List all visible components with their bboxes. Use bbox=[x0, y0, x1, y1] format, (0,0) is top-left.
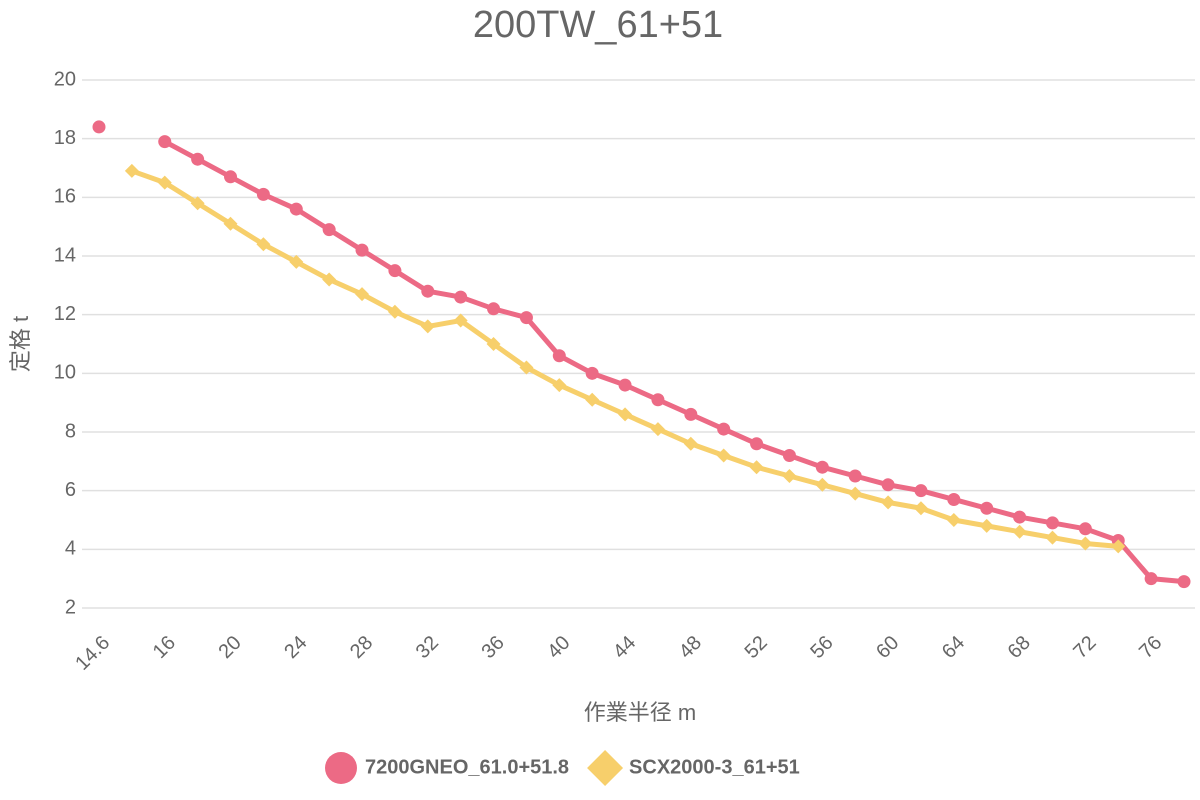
data-point bbox=[618, 378, 632, 392]
x-tick-label: 28 bbox=[346, 632, 377, 663]
x-tick-label: 64 bbox=[938, 632, 969, 663]
y-tick-label: 18 bbox=[54, 127, 76, 149]
data-point bbox=[881, 478, 895, 492]
x-tick-label: 60 bbox=[872, 632, 903, 663]
x-tick-label: 76 bbox=[1135, 632, 1166, 663]
data-point bbox=[1111, 539, 1126, 554]
chart-title: 200TW_61+51 bbox=[473, 4, 723, 46]
x-tick-label: 32 bbox=[412, 632, 443, 663]
y-tick-label: 16 bbox=[54, 186, 76, 208]
legend-label: SCX2000-3_61+51 bbox=[629, 756, 800, 778]
x-tick-label: 44 bbox=[609, 632, 640, 663]
legend-marker bbox=[325, 752, 357, 784]
data-point bbox=[92, 120, 106, 134]
y-axis-title: 定格 t bbox=[8, 316, 33, 372]
data-point bbox=[191, 152, 205, 166]
data-point bbox=[815, 477, 830, 492]
legend-marker bbox=[587, 750, 624, 786]
y-tick-label: 4 bbox=[65, 538, 76, 560]
x-tick-label: 52 bbox=[741, 632, 772, 663]
data-point bbox=[1045, 516, 1059, 530]
data-point bbox=[387, 304, 402, 319]
data-point bbox=[651, 393, 665, 407]
data-point bbox=[322, 223, 336, 237]
x-tick-label: 40 bbox=[543, 632, 574, 663]
y-tick-label: 2 bbox=[65, 596, 76, 618]
data-point bbox=[979, 518, 994, 533]
data-point bbox=[552, 349, 566, 363]
data-point bbox=[946, 513, 961, 527]
data-point bbox=[749, 460, 764, 475]
data-point bbox=[913, 501, 928, 516]
y-tick-label: 20 bbox=[54, 68, 76, 90]
data-point bbox=[256, 187, 270, 201]
data-point bbox=[1078, 522, 1092, 536]
data-point bbox=[782, 448, 796, 462]
data-point bbox=[1013, 510, 1027, 524]
data-point bbox=[289, 254, 304, 269]
y-tick-label: 6 bbox=[65, 479, 76, 501]
y-tick-label: 12 bbox=[54, 303, 76, 325]
data-point bbox=[750, 437, 764, 451]
y-tick-label: 10 bbox=[54, 362, 76, 384]
data-point bbox=[585, 392, 600, 407]
data-point bbox=[717, 422, 731, 436]
data-point bbox=[848, 486, 863, 501]
x-tick-label: 48 bbox=[675, 632, 706, 663]
data-point bbox=[1012, 524, 1027, 539]
x-tick-label: 36 bbox=[478, 632, 509, 663]
x-tick-label: 24 bbox=[280, 632, 311, 663]
data-point bbox=[454, 290, 468, 304]
data-point bbox=[650, 422, 665, 437]
data-point bbox=[716, 448, 731, 463]
data-point bbox=[947, 492, 961, 506]
data-point bbox=[487, 302, 501, 316]
data-point bbox=[782, 469, 797, 483]
data-point bbox=[1177, 575, 1191, 589]
y-tick-label: 8 bbox=[65, 420, 76, 442]
data-point bbox=[585, 366, 599, 380]
data-point bbox=[618, 407, 633, 422]
data-point bbox=[355, 243, 369, 257]
data-point bbox=[684, 407, 698, 421]
data-point bbox=[980, 501, 994, 515]
x-tick-label: 14.6 bbox=[71, 632, 114, 675]
data-point bbox=[486, 337, 501, 351]
x-tick-label: 68 bbox=[1004, 632, 1035, 663]
data-point bbox=[848, 469, 862, 483]
data-point bbox=[519, 311, 533, 325]
data-point bbox=[453, 313, 468, 328]
data-point bbox=[256, 237, 271, 252]
x-tick-label: 72 bbox=[1069, 632, 1100, 663]
x-axis-title: 作業半径 m bbox=[584, 700, 696, 725]
data-point bbox=[420, 319, 435, 334]
data-point bbox=[421, 284, 435, 298]
data-point bbox=[519, 360, 534, 375]
legend-label: 7200GNEO_61.0+51.8 bbox=[365, 756, 569, 778]
x-tick-label: 56 bbox=[806, 632, 837, 663]
data-point bbox=[355, 287, 370, 302]
data-point bbox=[683, 436, 698, 451]
data-point bbox=[1045, 530, 1060, 545]
data-point bbox=[158, 135, 172, 149]
data-point bbox=[914, 484, 928, 498]
data-point bbox=[157, 175, 172, 190]
data-point bbox=[124, 163, 139, 178]
x-tick-label: 20 bbox=[214, 632, 245, 663]
x-tick-label: 16 bbox=[149, 632, 180, 663]
data-point bbox=[552, 378, 567, 393]
data-point bbox=[223, 216, 238, 231]
data-point bbox=[1078, 536, 1093, 551]
data-point bbox=[190, 196, 205, 211]
data-point bbox=[289, 202, 303, 216]
data-point bbox=[1144, 572, 1158, 586]
data-point bbox=[322, 272, 337, 287]
data-point bbox=[815, 460, 829, 474]
data-point bbox=[881, 495, 896, 510]
data-point bbox=[224, 170, 238, 184]
y-tick-label: 14 bbox=[54, 244, 76, 266]
data-point bbox=[388, 264, 402, 278]
series-line bbox=[163, 139, 1185, 585]
